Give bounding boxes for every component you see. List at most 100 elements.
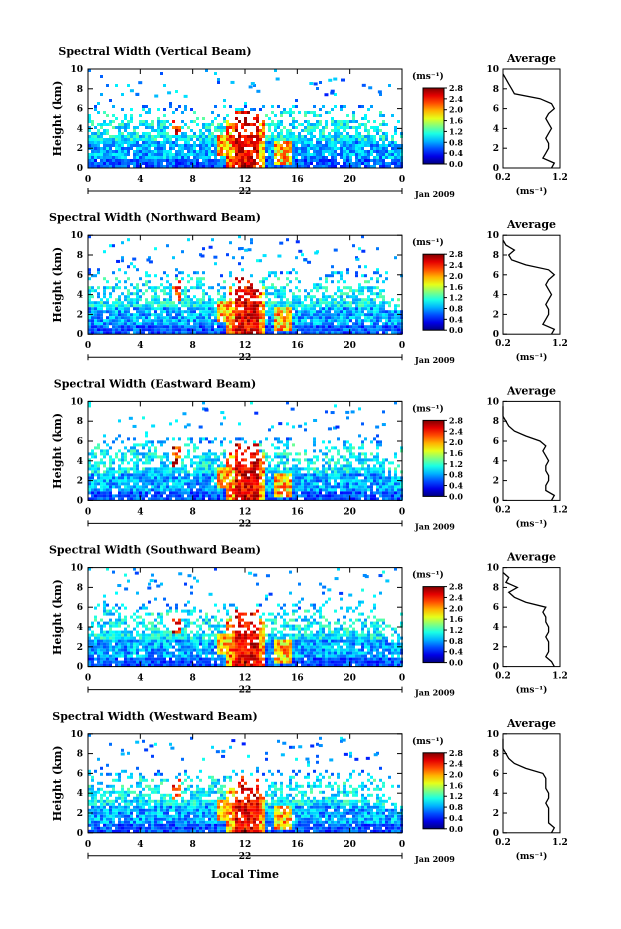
heatmap-cell bbox=[88, 497, 91, 501]
heatmap-cell bbox=[271, 482, 274, 486]
heatmap-cell bbox=[202, 455, 205, 459]
heatmap-cell bbox=[355, 126, 358, 129]
heatmap-cell bbox=[355, 304, 358, 308]
heatmap-cell bbox=[103, 476, 106, 480]
heatmap-cell bbox=[331, 488, 334, 492]
heatmap-cell bbox=[298, 325, 301, 329]
heatmap-cell bbox=[373, 120, 376, 123]
heatmap-cell bbox=[199, 147, 202, 150]
heatmap-cell bbox=[277, 482, 280, 486]
heatmap-cell bbox=[268, 494, 271, 498]
day-label: 22 bbox=[239, 519, 252, 529]
heatmap-cell bbox=[181, 301, 184, 305]
heatmap-cell bbox=[259, 132, 262, 135]
heatmap-cell bbox=[100, 461, 103, 465]
average-frame bbox=[502, 234, 561, 335]
heatmap-cell bbox=[349, 286, 352, 290]
heatmap-cell bbox=[109, 310, 112, 314]
heatmap-cell bbox=[352, 325, 355, 329]
heatmap-cell bbox=[376, 292, 379, 296]
heatmap-cell bbox=[193, 467, 196, 471]
heatmap-cell bbox=[127, 313, 130, 317]
heatmap-cell bbox=[250, 310, 253, 314]
heatmap-cell bbox=[262, 467, 265, 471]
heatmap-cell bbox=[370, 292, 373, 296]
heatmap-cell bbox=[325, 156, 328, 159]
heatmap-cell bbox=[325, 150, 328, 153]
heatmap-cell bbox=[214, 458, 217, 462]
heatmap-cell bbox=[247, 491, 250, 495]
heatmap-cell bbox=[205, 159, 208, 162]
heatmap-cell bbox=[232, 467, 235, 471]
heatmap-cell bbox=[238, 319, 241, 323]
heatmap-cell bbox=[154, 162, 157, 165]
heatmap-cell bbox=[289, 108, 292, 111]
heatmap-cell bbox=[169, 422, 172, 426]
heatmap-cell bbox=[373, 316, 376, 320]
heatmap-cell bbox=[256, 153, 259, 156]
y-tick-label: 2 bbox=[77, 477, 83, 487]
heatmap-cell bbox=[220, 307, 223, 311]
heatmap-cell bbox=[88, 633, 91, 637]
heatmap-cell bbox=[292, 268, 295, 272]
heatmap-cell bbox=[229, 153, 232, 156]
heatmap-cell bbox=[94, 141, 97, 144]
heatmap-cell bbox=[376, 488, 379, 492]
heatmap-cell bbox=[181, 479, 184, 483]
heatmap-cell bbox=[277, 464, 280, 468]
heatmap-cell bbox=[178, 138, 181, 141]
heatmap-cell bbox=[181, 461, 184, 465]
heatmap-cell bbox=[200, 254, 205, 258]
heatmap-cell bbox=[103, 648, 106, 652]
heatmap-cell bbox=[211, 473, 214, 477]
heatmap-cell bbox=[124, 159, 127, 162]
heatmap-cell bbox=[184, 455, 187, 459]
heatmap-cell bbox=[133, 497, 136, 501]
y-tick-label: 6 bbox=[77, 105, 83, 115]
heatmap-cell bbox=[154, 292, 157, 296]
heatmap-cell bbox=[325, 316, 328, 320]
heatmap-cell bbox=[202, 141, 205, 144]
heatmap-cell bbox=[361, 322, 364, 326]
heatmap-cell bbox=[385, 162, 388, 165]
heatmap-cell bbox=[340, 78, 345, 82]
heatmap-cell bbox=[202, 325, 205, 329]
heatmap-cell bbox=[172, 322, 175, 326]
heatmap-cell bbox=[91, 485, 94, 489]
heatmap-cell bbox=[175, 135, 178, 138]
heatmap-cell bbox=[199, 144, 202, 147]
heatmap-cell bbox=[190, 488, 193, 492]
heatmap-cell bbox=[277, 304, 280, 308]
heatmap-cell bbox=[286, 153, 289, 156]
heatmap-cell bbox=[283, 485, 286, 489]
heatmap-cell bbox=[295, 473, 298, 477]
heatmap-cell bbox=[376, 247, 379, 251]
heatmap-cell bbox=[121, 328, 124, 332]
heatmap-cell bbox=[271, 476, 274, 480]
heatmap-cell bbox=[190, 479, 193, 483]
heatmap-cell bbox=[247, 325, 250, 329]
heatmap-cell bbox=[109, 654, 112, 658]
heatmap-cell bbox=[304, 153, 307, 156]
heatmap-cell bbox=[232, 479, 235, 483]
heatmap-cell bbox=[283, 150, 286, 153]
heatmap-cell bbox=[127, 485, 130, 489]
heatmap-cell bbox=[280, 322, 283, 326]
heatmap-cell bbox=[358, 322, 361, 326]
heatmap-cell bbox=[319, 135, 322, 138]
heatmap-cell bbox=[265, 286, 268, 290]
heatmap-cell bbox=[253, 292, 256, 296]
heatmap-cell bbox=[181, 458, 184, 462]
heatmap-cell bbox=[208, 325, 211, 329]
heatmap-cell bbox=[256, 162, 259, 165]
heatmap-cell bbox=[187, 153, 190, 156]
heatmap-cell bbox=[184, 153, 187, 156]
heatmap-cell bbox=[379, 301, 382, 305]
heatmap-cell bbox=[376, 162, 379, 165]
heatmap-cell bbox=[109, 147, 112, 150]
heatmap-cell bbox=[229, 470, 232, 474]
heatmap-cell bbox=[250, 488, 253, 492]
heatmap-cell bbox=[268, 488, 271, 492]
heatmap-cell bbox=[163, 310, 166, 314]
heatmap-cell bbox=[163, 289, 166, 293]
